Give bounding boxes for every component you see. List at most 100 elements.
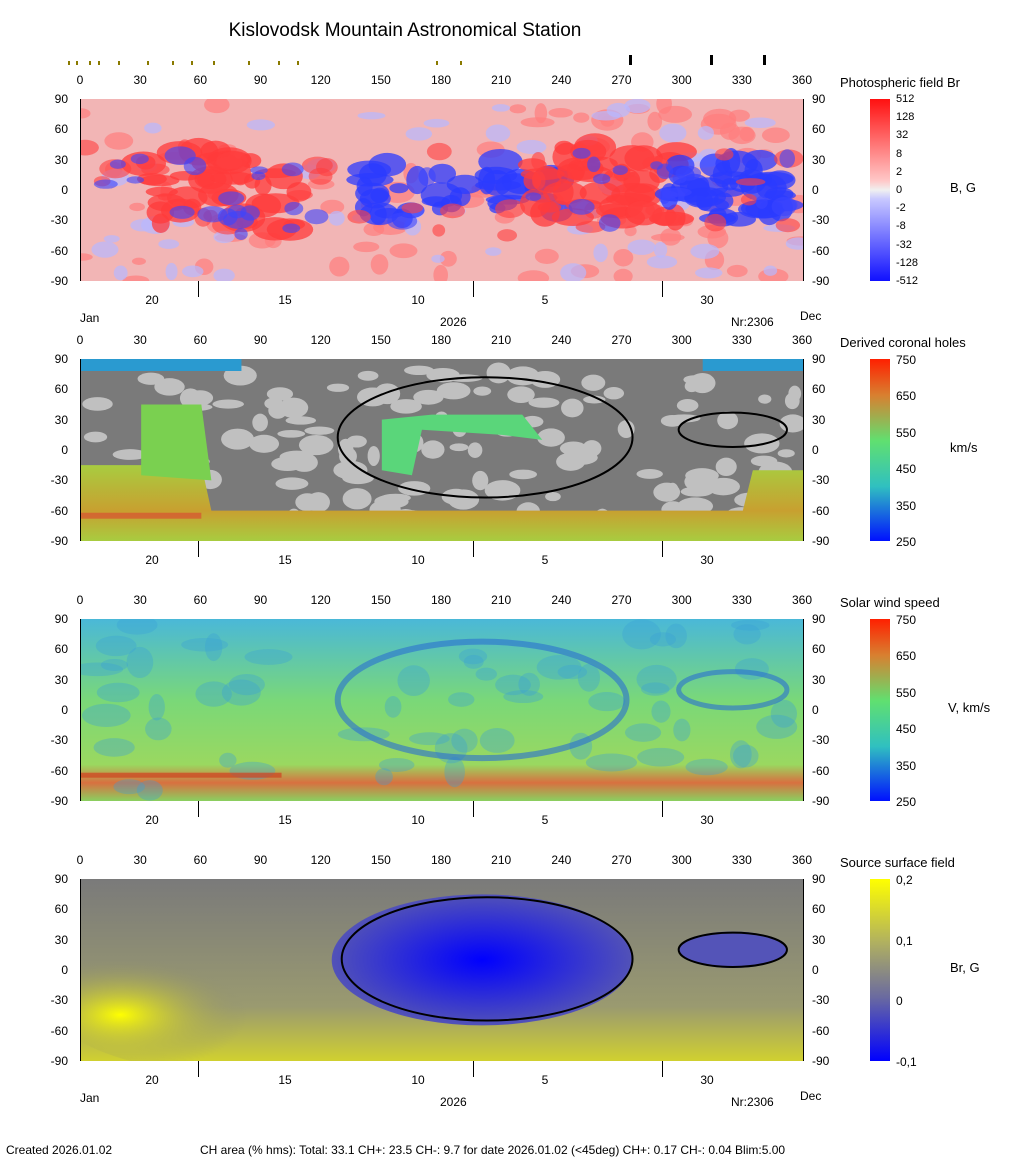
field-patch <box>485 247 502 256</box>
field-patch <box>100 658 129 671</box>
rotation-label: Nr:2306 <box>731 1095 774 1109</box>
day-separator <box>473 1061 475 1077</box>
date-tick-label: 10 <box>411 1073 425 1087</box>
lat-tick-label: 60 <box>812 382 826 397</box>
lat-tick-label: 0 <box>61 963 68 977</box>
field-patch <box>285 416 317 425</box>
lat-tick-label: -60 <box>812 1023 830 1038</box>
lat-tick-label: 30 <box>54 152 68 167</box>
field-patch <box>154 378 185 396</box>
field-patch <box>575 220 606 233</box>
field-patch <box>130 219 155 232</box>
month-start-label: Jan <box>80 1091 100 1105</box>
colorbar <box>870 359 890 541</box>
field-patch <box>439 250 457 267</box>
field-patch <box>497 229 518 242</box>
field-patch <box>583 395 606 404</box>
colorbar-tick-label: 250 <box>896 535 917 549</box>
lat-tick-label: -90 <box>50 1054 68 1068</box>
date-tick-label: 20 <box>145 813 159 827</box>
lon-tick-label: 180 <box>431 73 452 87</box>
field-patch <box>244 649 293 665</box>
field-patch <box>770 699 798 728</box>
field-patch <box>215 156 243 169</box>
month-end-label: Dec <box>800 309 822 323</box>
field-patch <box>444 756 465 788</box>
field-patch <box>491 104 510 112</box>
lat-tick-label: 60 <box>54 642 68 657</box>
field-patch <box>367 445 380 466</box>
field-patch <box>548 107 573 118</box>
obs-mark <box>191 61 193 65</box>
day-separator <box>661 1061 663 1077</box>
colorbar-unit-label: B, G <box>950 180 977 195</box>
lat-tick-label: -90 <box>812 1054 830 1068</box>
field-patch <box>697 125 714 140</box>
field-patch <box>785 237 803 250</box>
field-patch <box>250 166 268 175</box>
field-patch <box>397 665 430 697</box>
day-separator <box>661 281 663 297</box>
field-patch <box>93 738 135 757</box>
field-patch <box>369 203 387 225</box>
field-patch <box>347 209 371 224</box>
date-tick-label: 30 <box>700 293 714 307</box>
field-patch <box>656 99 672 114</box>
lon-tick-label: 360 <box>792 73 813 87</box>
field-patch <box>328 210 345 226</box>
field-patch <box>636 469 663 479</box>
field-patch <box>685 758 728 776</box>
field-patch <box>347 160 392 179</box>
field-patch <box>756 714 798 739</box>
field-patch <box>126 176 145 184</box>
obs-mark <box>172 61 174 65</box>
field-patch <box>763 265 778 276</box>
field-patch <box>545 492 561 502</box>
lon-tick-label: 360 <box>792 333 813 347</box>
field-patch <box>603 387 625 400</box>
field-patch <box>517 270 550 281</box>
lon-tick-label: 150 <box>370 853 391 867</box>
colorbar-tick-label: 32 <box>896 129 909 142</box>
map-panel-4 <box>80 879 804 1061</box>
field-patch <box>295 493 320 512</box>
field-patch <box>219 752 237 768</box>
field-patch <box>647 111 663 131</box>
field-patch <box>531 151 546 170</box>
date-tick-label: 10 <box>411 293 425 307</box>
lat-tick-label: 90 <box>812 92 826 106</box>
field-patch <box>649 632 676 647</box>
obs-mark <box>460 61 462 65</box>
field-patch <box>726 264 748 278</box>
lon-tick-label: 0 <box>76 73 84 87</box>
field-patch <box>81 253 93 261</box>
field-patch <box>744 117 776 128</box>
field-patch <box>561 398 584 418</box>
field-patch <box>384 696 402 718</box>
colorbar-tick-label: 0,1 <box>896 933 913 948</box>
date-tick-label: 10 <box>411 813 425 827</box>
field-patch <box>625 723 662 742</box>
field-patch <box>145 717 172 741</box>
colorbar-tick-label: 250 <box>896 795 917 809</box>
field-patch <box>95 635 137 657</box>
lon-tick-label: 30 <box>133 853 147 867</box>
observation-marks <box>68 55 766 65</box>
field-patch <box>252 413 268 432</box>
lat-tick-label: -30 <box>812 473 830 488</box>
field-patch <box>436 382 471 400</box>
lon-tick-label: 330 <box>731 593 752 607</box>
colorbar-tick-label: 750 <box>896 353 917 367</box>
field-patch <box>485 124 511 142</box>
field-patch <box>536 655 582 680</box>
field-patch <box>390 399 422 414</box>
field-patch <box>721 178 738 191</box>
lon-tick-label: 270 <box>611 333 632 347</box>
field-patch <box>587 156 601 173</box>
lat-tick-label: -90 <box>812 794 830 808</box>
field-patch <box>353 241 380 253</box>
colorbar <box>870 99 890 281</box>
lat-tick-label: -30 <box>50 473 68 488</box>
colorbar-tick-label: 650 <box>896 389 917 404</box>
field-patch <box>320 199 345 215</box>
